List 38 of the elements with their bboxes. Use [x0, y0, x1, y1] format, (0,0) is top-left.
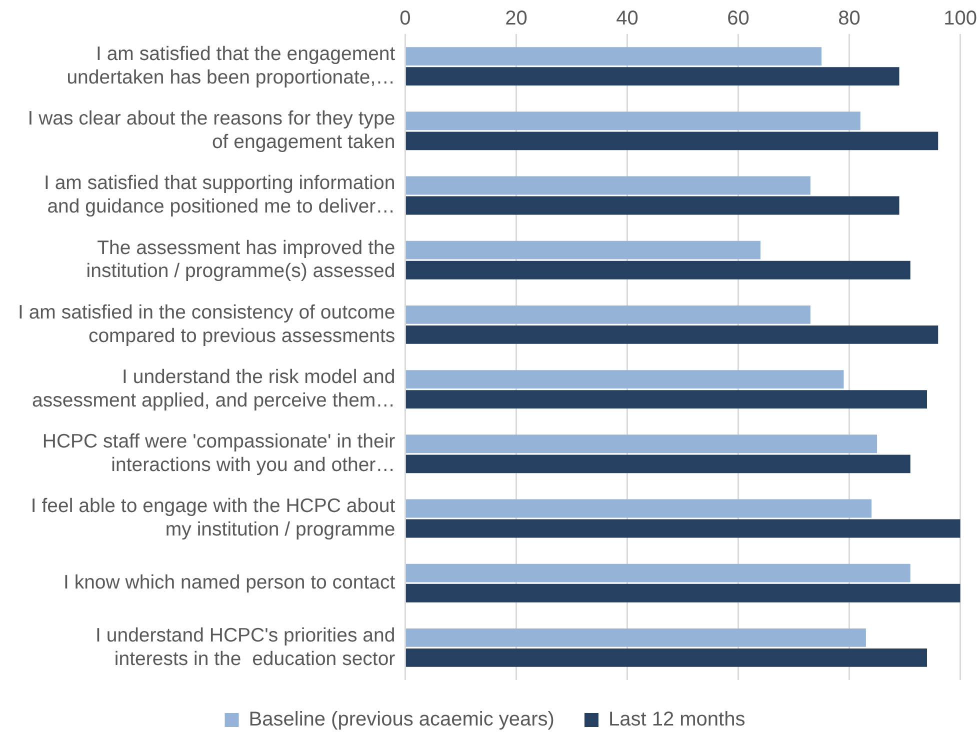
x-tick-label: 0 — [400, 8, 411, 30]
bar — [406, 240, 760, 260]
x-tick-label: 40 — [616, 8, 638, 30]
bar — [406, 499, 872, 518]
bar — [406, 564, 910, 582]
bar — [406, 390, 928, 409]
bar — [406, 326, 938, 344]
bar — [406, 112, 860, 130]
y-tick-label: The assessment has improved the institution / programme(s) assessed — [86, 236, 396, 282]
y-tick-label: I am satisfied that the engagement undertaken has been proportionate,… — [66, 42, 396, 88]
legend-label: Baseline (previous acaemic years) — [248, 708, 554, 731]
bar — [406, 584, 960, 602]
y-tick-label: I understand HCPC's priorities and interests in the education sector — [96, 624, 396, 670]
bar — [406, 434, 878, 454]
bar — [406, 132, 938, 150]
y-tick-label: I am satisfied in the consistency of outcome compared to previous assessments — [18, 301, 396, 347]
legend-label: Last 12 months — [608, 708, 746, 731]
y-tick-label: I am satisfied that supporting information and guidance positioned me to deliver… — [44, 172, 396, 218]
bar — [406, 196, 900, 215]
bar — [406, 176, 810, 195]
bar — [406, 305, 810, 324]
x-tick-label: 80 — [838, 8, 860, 30]
bar — [406, 628, 866, 647]
y-tick-label: I feel able to engage with the HCPC about my institution / programme — [30, 495, 396, 541]
x-tick-label: 100 — [944, 8, 978, 30]
bar — [406, 260, 910, 280]
bar — [406, 454, 910, 474]
bar — [406, 519, 960, 538]
x-tick-label: 60 — [727, 8, 750, 30]
bar — [406, 370, 844, 388]
x-tick-label: 20 — [505, 8, 528, 30]
y-tick-label: I was clear about the reasons for they type of engagement taken — [28, 108, 396, 153]
bar — [406, 648, 928, 667]
bar — [406, 47, 822, 66]
y-tick-label: HCPC staff were 'compassionate' in their interactions with you and other… — [42, 430, 396, 476]
y-tick-label: I know which named person to contact — [63, 571, 396, 594]
y-tick-label: I understand the risk model and assessment applied, and perceive them… — [32, 366, 396, 412]
bar — [406, 67, 900, 86]
